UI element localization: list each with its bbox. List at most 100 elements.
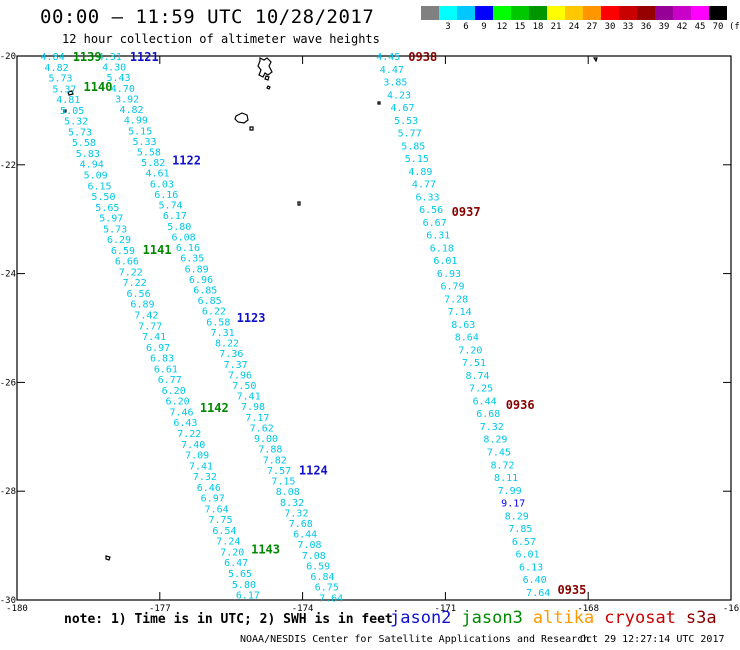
wave-height-value: 8.64 <box>455 333 479 344</box>
island-shape <box>105 555 111 561</box>
wave-height-value: 6.54 <box>212 526 236 537</box>
generated-timestamp: Oct 29 12:27:14 UTC 2017 <box>580 634 725 645</box>
island-shape <box>297 201 301 206</box>
wave-height-value: 6.79 <box>440 282 464 293</box>
wave-height-value: 7.20 <box>458 345 482 356</box>
wave-height-value: 7.57 <box>267 466 291 477</box>
wave-height-value: 7.37 <box>224 360 248 371</box>
color-scale-label: 6 <box>463 22 469 32</box>
color-scale-label: 42 <box>676 22 688 32</box>
color-scale-cell <box>655 6 673 20</box>
wave-height-value: 8.72 <box>490 460 514 471</box>
wave-height-value: 6.83 <box>150 354 174 365</box>
wave-height-value: 5.65 <box>228 569 252 580</box>
color-scale-label: 27 <box>586 22 598 32</box>
legend-jason2: jason2 <box>390 608 452 628</box>
wave-height-value: 6.47 <box>224 558 248 569</box>
color-scale-cell <box>637 6 655 20</box>
wave-height-value: 7.85 <box>508 524 532 535</box>
island-shape <box>234 112 249 124</box>
wave-height-value: 7.62 <box>250 423 274 434</box>
island-shape <box>264 75 270 81</box>
wave-height-value: 4.94 <box>80 160 104 171</box>
wave-height-value: 5.97 <box>99 214 123 225</box>
color-scale-label: 24 <box>568 22 580 32</box>
wave-height-value: 6.46 <box>197 483 221 494</box>
wave-height-value: 7.31 <box>211 328 235 339</box>
wave-height-value: 6.20 <box>162 386 186 397</box>
legend-altika: altika <box>532 608 595 628</box>
wave-height-value: 6.97 <box>201 494 225 505</box>
wave-height-value: 7.32 <box>480 422 504 433</box>
wave-height-value: 4.47 <box>380 65 404 76</box>
chart-title: 00:00 – 11:59 UTC 10/28/2017 <box>40 6 375 28</box>
pass-time-label: 0937 <box>452 205 481 219</box>
wave-height-value: 6.16 <box>176 243 200 254</box>
color-scale-cell <box>475 6 493 20</box>
color-scale-cell <box>619 6 637 20</box>
color-scale-label: 33 <box>622 22 634 32</box>
wave-height-value: 7.08 <box>297 540 321 551</box>
wave-height-value: 7.40 <box>181 440 205 451</box>
island-shape <box>592 57 598 63</box>
color-scale-label: 12 <box>496 22 508 32</box>
wave-height-value: 7.32 <box>284 508 308 519</box>
pass-time-label: 1142 <box>200 401 229 415</box>
wave-height-value: 8.08 <box>276 487 300 498</box>
wave-height-value: 7.28 <box>444 294 468 305</box>
wave-height-value: 9.00 <box>254 434 278 445</box>
coastline-islands <box>63 57 598 561</box>
wave-height-value: 7.41 <box>142 332 166 343</box>
wave-height-value: 6.77 <box>158 375 182 386</box>
x-tick-label: -180 <box>6 604 28 614</box>
wave-height-value: 3.92 <box>115 94 139 105</box>
wave-height-value: 4.70 <box>111 84 135 95</box>
credit-line: NOAA/NESDIS Center for Satellite Applica… <box>240 634 590 645</box>
wave-height-value: 6.35 <box>180 254 204 265</box>
wave-height-value: 7.77 <box>138 321 162 332</box>
color-scale-label: 18 <box>532 22 544 32</box>
wave-height-value: 5.65 <box>95 203 119 214</box>
wave-height-value: 5.32 <box>64 117 88 128</box>
wave-height-value: 7.82 <box>263 455 287 466</box>
wave-height-value: 7.45 <box>487 448 511 459</box>
wave-height-value: 6.22 <box>202 307 226 318</box>
wave-height-value: 6.58 <box>206 317 230 328</box>
wave-height-value: 4.31 <box>98 52 122 63</box>
footnote: note: 1) Time is in UTC; 2) SWH is in fe… <box>64 612 393 627</box>
island-shape <box>67 90 74 96</box>
wave-height-value: 8.22 <box>215 339 239 350</box>
wave-height-value: 6.44 <box>293 530 317 541</box>
wave-height-value: 5.58 <box>137 148 161 159</box>
y-tick-label: -30 <box>0 596 16 606</box>
wave-height-value: 9.17 <box>501 499 525 510</box>
wave-height-value: 5.77 <box>398 129 422 140</box>
wave-height-value: 7.75 <box>208 515 232 526</box>
color-scale-label: 39 <box>658 22 670 32</box>
wave-height-value: 4.89 <box>408 167 432 178</box>
wave-height-value: 7.24 <box>216 537 240 548</box>
y-tick-label: -26 <box>0 378 16 388</box>
color-scale-cell <box>439 6 457 20</box>
wave-height-value: 6.29 <box>107 235 131 246</box>
wave-height-value: 6.17 <box>163 211 187 222</box>
wave-height-value: 6.20 <box>166 397 190 408</box>
wave-height-value: 7.15 <box>271 477 295 488</box>
wave-height-value: 7.68 <box>289 519 313 530</box>
wave-height-value: 7.32 <box>193 472 217 483</box>
color-scale-cell <box>673 6 691 20</box>
wave-height-value: 7.96 <box>228 370 252 381</box>
wave-height-value: 6.84 <box>310 572 334 583</box>
wave-height-value: 4.23 <box>387 90 411 101</box>
wave-height-value: 6.01 <box>515 550 539 561</box>
wave-height-value: 6.97 <box>146 343 170 354</box>
wave-height-value: 6.96 <box>189 275 213 286</box>
wave-height-value: 5.37 <box>52 84 76 95</box>
x-tick-label: -174 <box>292 604 314 614</box>
wave-height-value: 6.31 <box>426 231 450 242</box>
wave-height-value: 6.17 <box>236 591 260 602</box>
wave-height-value: 6.66 <box>115 257 139 268</box>
wave-height-value: 4.82 <box>119 105 143 116</box>
pass-time-label: 0936 <box>506 398 535 412</box>
color-scale-cell <box>547 6 565 20</box>
